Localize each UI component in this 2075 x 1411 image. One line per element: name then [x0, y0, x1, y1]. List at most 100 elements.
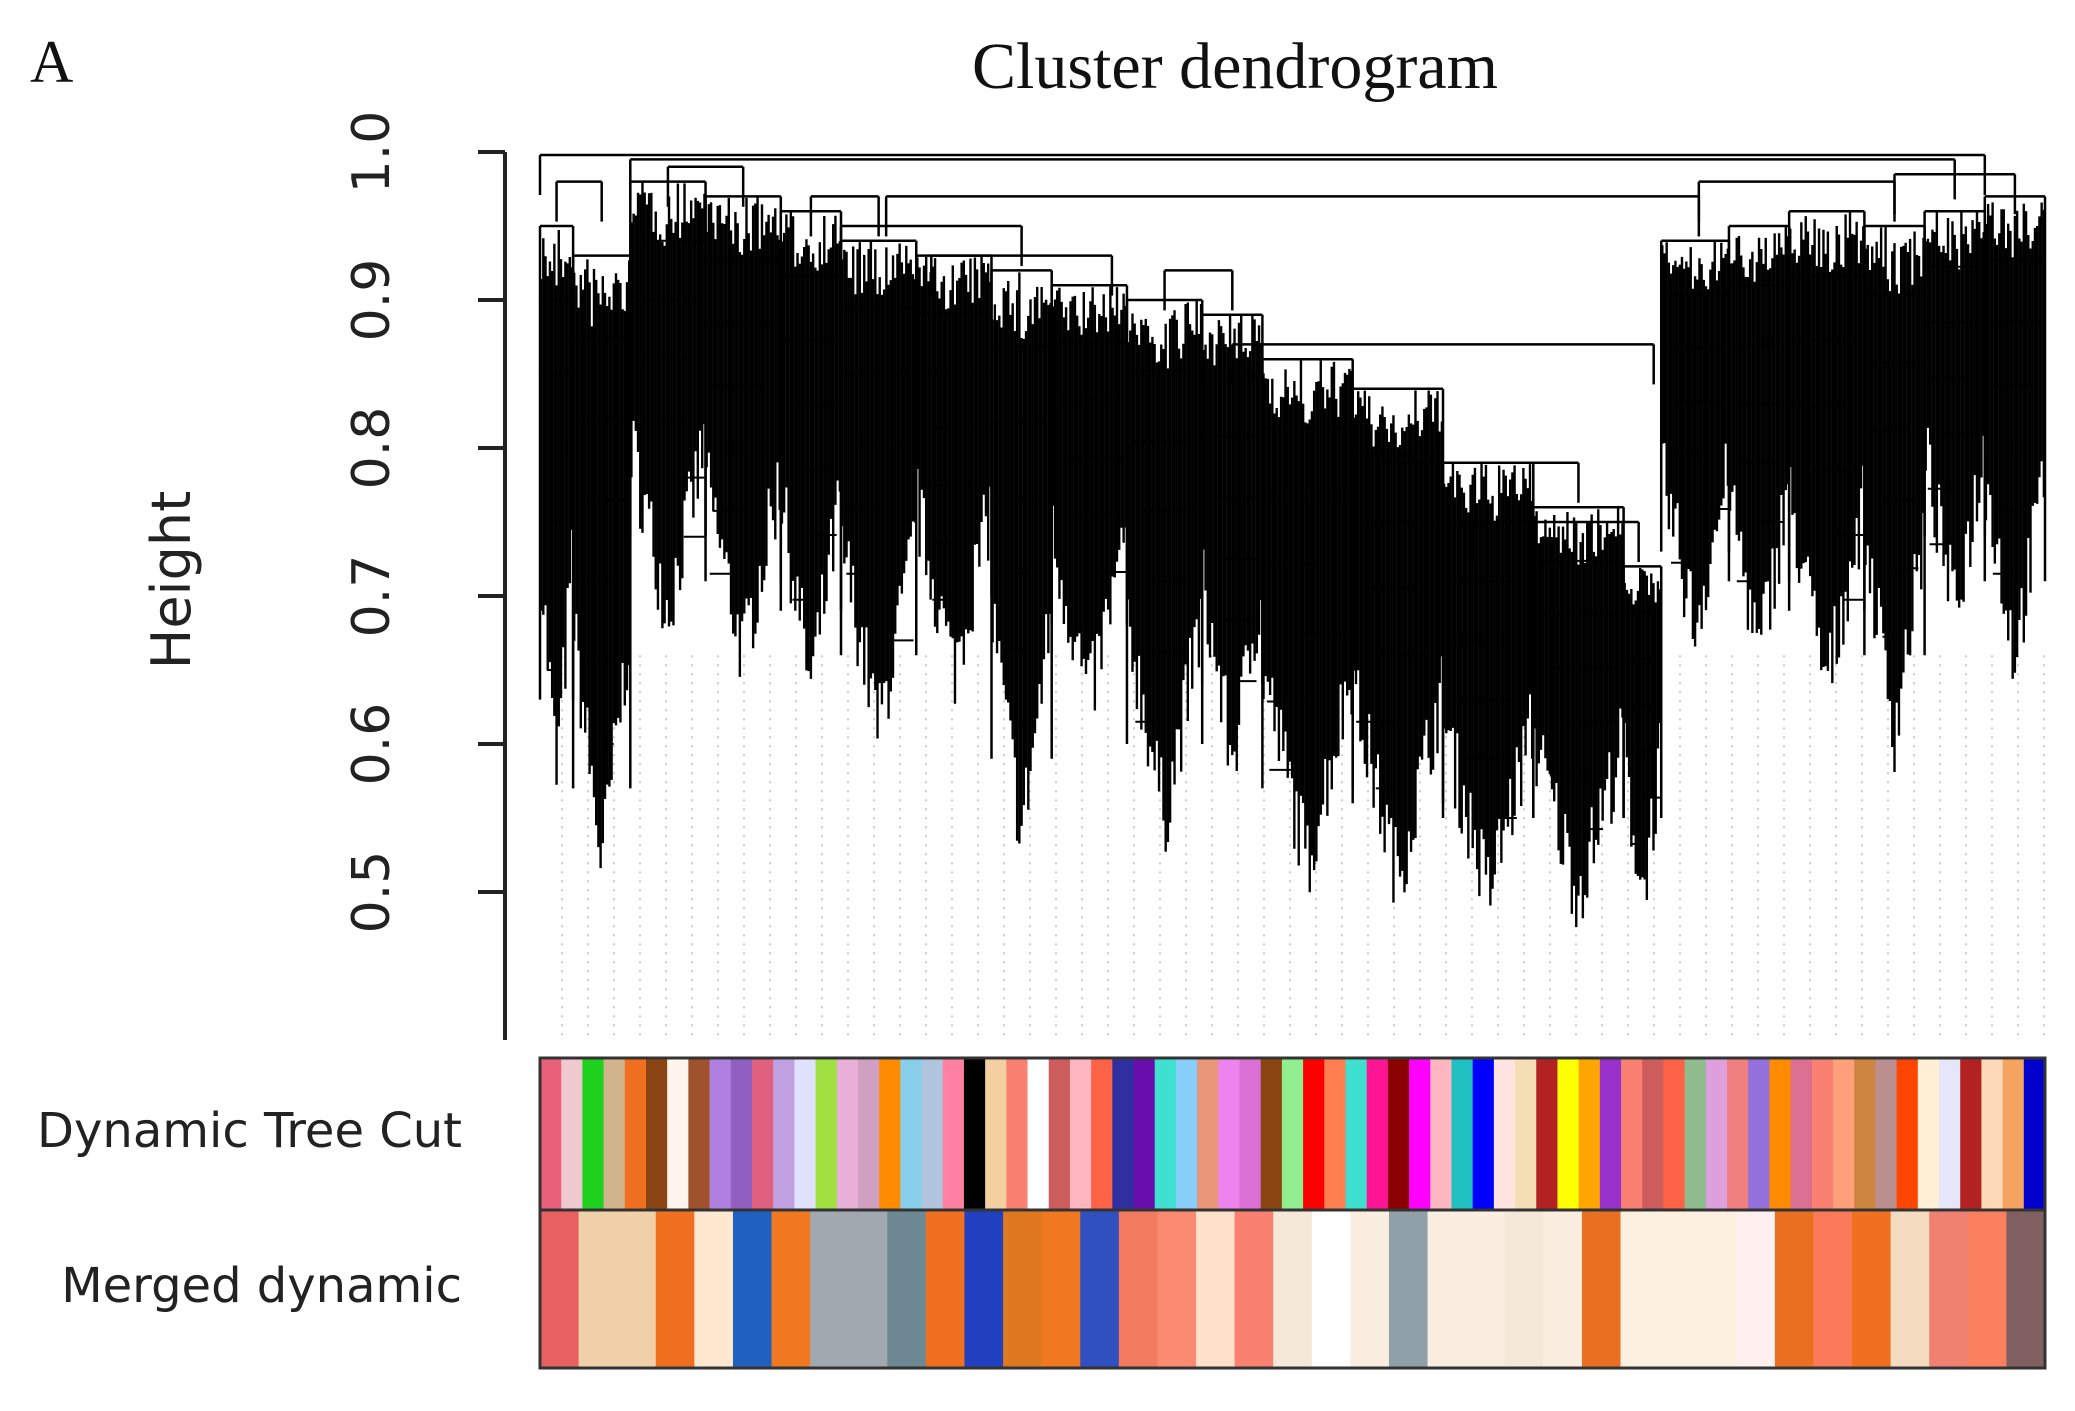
merge-1 — [666, 165, 745, 207]
module-color-cell — [694, 1210, 734, 1368]
module-color-cell — [1981, 1058, 2004, 1210]
module-color-cell — [810, 1210, 850, 1368]
module-color-cell — [1896, 1058, 1919, 1210]
module-color-cell — [1218, 1058, 1241, 1210]
module-color-cell — [617, 1210, 657, 1368]
module-color-bars — [538, 1056, 2047, 1370]
color-bar-label: Dynamic Tree Cut — [37, 1103, 462, 1159]
cluster-8 — [1050, 283, 1129, 711]
module-color-cell — [1260, 1058, 1283, 1210]
module-color-cell — [964, 1210, 1004, 1368]
cluster-3 — [704, 195, 783, 677]
module-color-cell — [624, 1058, 647, 1210]
module-color-cell — [1811, 1058, 1834, 1210]
module-color-cell — [1684, 1058, 1707, 1210]
cluster-2 — [629, 180, 707, 629]
module-color-cell — [667, 1058, 689, 1210]
y-tick-label: 0.5 — [342, 851, 402, 934]
merge-6 — [1231, 343, 1655, 385]
cluster-4 — [779, 209, 843, 679]
cluster-11 — [1261, 357, 1354, 893]
merge-8 — [1471, 520, 1640, 562]
cluster-13 — [1441, 461, 1535, 906]
module-color-cell — [1345, 1058, 1368, 1210]
merge-12 — [629, 158, 1956, 200]
module-color-cell — [887, 1210, 927, 1368]
module-color-cell — [1118, 1210, 1159, 1368]
module-color-cell — [1929, 1210, 1969, 1368]
module-color-cell — [836, 1058, 859, 1210]
module-color-cell — [1620, 1210, 1660, 1368]
chart-title: Cluster dendrogram — [972, 30, 1498, 103]
module-color-cell — [1427, 1210, 1467, 1368]
module-color-cell — [794, 1058, 817, 1210]
merge-2 — [809, 195, 880, 237]
module-color-cell — [1281, 1058, 1304, 1210]
module-color-cell — [730, 1058, 753, 1210]
module-color-cell — [732, 1210, 773, 1368]
module-color-cell — [1196, 1210, 1236, 1368]
merge-13 — [538, 153, 1987, 195]
module-color-cell — [1133, 1058, 1156, 1210]
cluster-18 — [1787, 209, 1866, 684]
module-color-cell — [1659, 1210, 1699, 1368]
y-tick-label: 1.0 — [342, 111, 402, 194]
cluster-9 — [1125, 298, 1204, 852]
module-color-cell — [645, 1058, 668, 1210]
module-color-cell — [1041, 1210, 1081, 1368]
module-color-cell — [1515, 1058, 1537, 1210]
module-color-cell — [1451, 1058, 1474, 1210]
merge-7 — [1381, 461, 1580, 503]
module-color-cell — [1774, 1210, 1815, 1368]
module-color-cell — [1557, 1058, 1580, 1210]
module-color-cell — [1157, 1210, 1197, 1368]
module-color-cell — [688, 1058, 711, 1210]
module-color-cell — [1324, 1058, 1347, 1210]
module-color-cell — [1273, 1210, 1313, 1368]
merge-3 — [839, 224, 1023, 266]
merge-0 — [555, 180, 603, 222]
module-color-cell — [1967, 1210, 2008, 1368]
module-color-cell — [1663, 1058, 1686, 1210]
module-color-cell — [1581, 1210, 1622, 1368]
merge-4 — [930, 254, 1114, 296]
module-color-cell — [1854, 1058, 1877, 1210]
module-color-cell — [1621, 1058, 1643, 1210]
y-tick-label: 0.9 — [342, 259, 402, 342]
module-color-cell — [1736, 1210, 1776, 1368]
module-color-cell — [751, 1058, 774, 1210]
module-color-cell — [1388, 1210, 1429, 1368]
module-color-cell — [1387, 1058, 1410, 1210]
module-color-cell — [1697, 1210, 1737, 1368]
cluster-12 — [1351, 387, 1445, 903]
module-color-cell — [1917, 1058, 1940, 1210]
module-color-cell — [1599, 1058, 1622, 1210]
cluster-19 — [1863, 224, 1926, 773]
module-color-cell — [1543, 1210, 1583, 1368]
cluster-20 — [1923, 209, 1987, 608]
module-color-cell — [655, 1210, 695, 1368]
merge-9 — [884, 195, 1701, 237]
cluster-14 — [1532, 505, 1625, 928]
cluster-17 — [1727, 224, 1791, 635]
module-color-cell — [1769, 1058, 1792, 1210]
module-color-cell — [1350, 1210, 1390, 1368]
color-bar-0 — [538, 1056, 2047, 1212]
color-bar-label: Merged dynamic — [61, 1258, 462, 1314]
module-color-cell — [1027, 1058, 1050, 1210]
module-color-cell — [857, 1058, 880, 1210]
y-tick-label: 0.8 — [342, 407, 402, 490]
module-color-cell — [1705, 1058, 1728, 1210]
module-color-cell — [540, 1058, 562, 1210]
module-color-cell — [1727, 1058, 1749, 1210]
module-color-cell — [561, 1058, 583, 1210]
cluster-5 — [839, 239, 918, 739]
module-color-cell — [1833, 1058, 1855, 1210]
cluster-16 — [1659, 239, 1731, 647]
cluster-7 — [990, 269, 1053, 844]
cluster-15 — [1622, 565, 1663, 901]
module-color-cell — [925, 1210, 966, 1368]
module-color-cell — [1813, 1210, 1853, 1368]
module-color-cell — [1234, 1210, 1274, 1368]
